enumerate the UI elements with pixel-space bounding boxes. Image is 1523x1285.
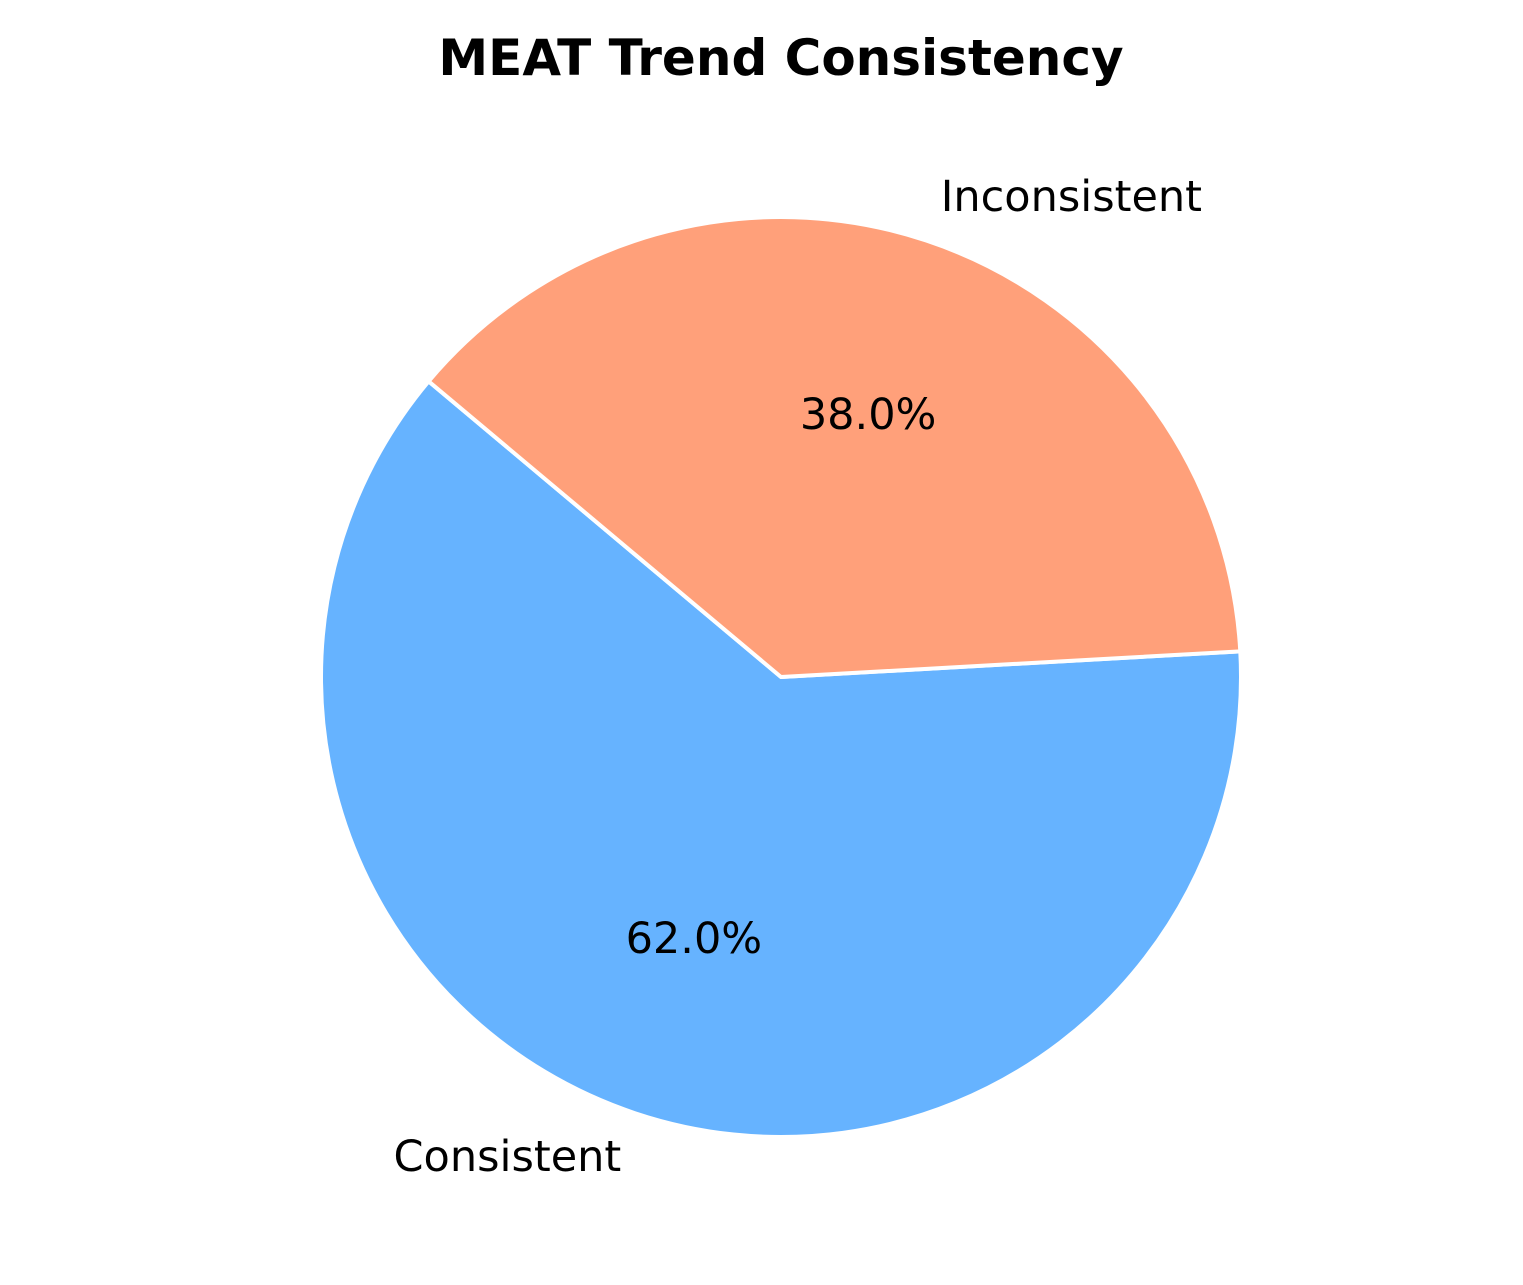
slice-label-consistent: Consistent (394, 1132, 622, 1182)
pie-labels: Consistent 62.0% Inconsistent 38.0% (394, 172, 1203, 1182)
slice-percent-inconsistent: 38.0% (800, 390, 937, 440)
pie-slices (319, 215, 1243, 1139)
slice-label-inconsistent: Inconsistent (941, 172, 1202, 222)
pie-slice-consistent (319, 379, 1243, 1139)
chart-title: MEAT Trend Consistency (438, 29, 1123, 87)
pie-slice-inconsistent (426, 215, 1243, 679)
slice-percent-consistent: 62.0% (626, 914, 763, 964)
